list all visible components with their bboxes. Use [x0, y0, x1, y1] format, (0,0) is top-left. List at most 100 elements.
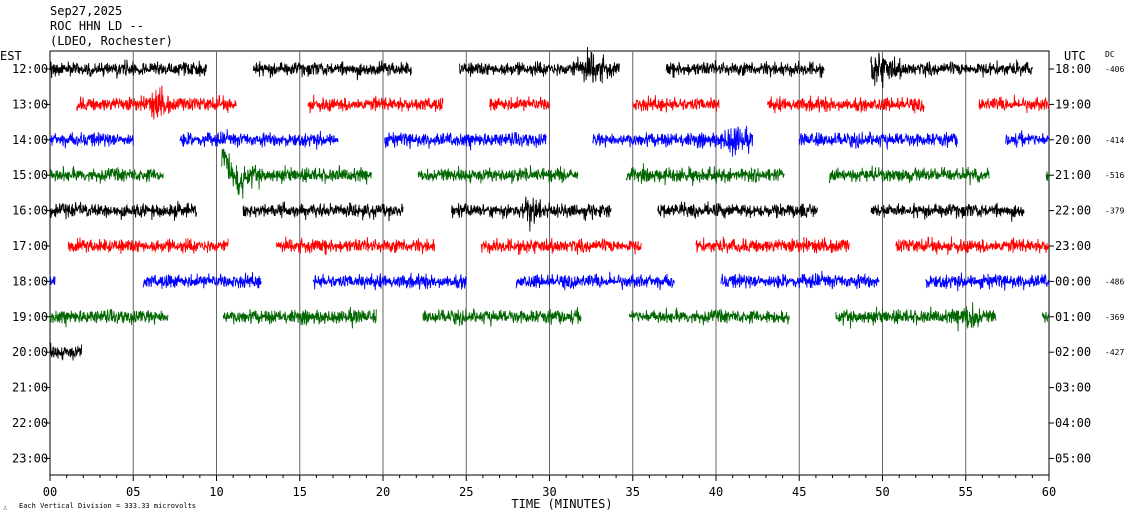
utc-hour-label: 00:00 [1055, 274, 1091, 288]
est-hour-label: 23:00 [12, 451, 48, 465]
est-hour-label: 21:00 [12, 381, 48, 395]
trace-segment [49, 200, 197, 221]
utc-hour-label: 04:00 [1055, 416, 1091, 430]
dc-offset-label: -516 [1105, 171, 1124, 180]
trace-segment [49, 165, 164, 184]
est-hour-label: 18:00 [12, 274, 48, 288]
est-hour-label: 20:00 [12, 345, 48, 359]
chart-date: Sep27,2025 [50, 4, 122, 18]
trace-segment [275, 236, 436, 256]
trace-segment [450, 196, 612, 232]
trace-segment [695, 236, 850, 254]
trace-segment [179, 129, 339, 150]
x-tick-label: 25 [459, 485, 473, 499]
trace-segment [870, 52, 1033, 89]
utc-hour-label: 21:00 [1055, 168, 1091, 182]
est-hour-label: 15:00 [12, 168, 48, 182]
scale-note: Each Vertical Division = 333.33 microvol… [19, 502, 196, 510]
dc-offset-label: -486 [1105, 277, 1124, 286]
x-tick-label: 50 [875, 485, 889, 499]
trace-segment [798, 131, 958, 150]
row-labels: 12:00 18:00 -406 13:00 19:00 14:00 20:00 -414 15… [12, 62, 1124, 465]
x-tick-label: 05 [126, 485, 140, 499]
x-ticks: 00 05 10 15 20 25 30 35 40 45 50 55 60 [43, 475, 1056, 499]
trace-segment [49, 59, 207, 79]
x-tick-label: 15 [293, 485, 307, 499]
trace-segment [49, 342, 83, 361]
dc-offset-label: -406 [1105, 65, 1124, 74]
trace-segment [720, 270, 880, 290]
x-tick-label: 60 [1042, 485, 1056, 499]
trace-segment [222, 306, 377, 329]
utc-hour-label: 19:00 [1055, 97, 1091, 111]
trace-segment [628, 307, 790, 326]
trace-segment [1041, 311, 1050, 323]
utc-hour-label: 03:00 [1055, 381, 1091, 395]
trace-segment [870, 202, 1025, 222]
trace-segment [221, 148, 372, 199]
trace-segment [978, 94, 1050, 114]
logo-glyph: ∴ [3, 504, 7, 512]
est-hour-label: 19:00 [12, 310, 48, 324]
x-tick-label: 55 [959, 485, 973, 499]
trace-segment [49, 309, 169, 328]
utc-hour-label: 20:00 [1055, 133, 1091, 147]
trace-segment [515, 271, 675, 291]
est-hour-label: 22:00 [12, 416, 48, 430]
est-hour-label: 16:00 [12, 204, 48, 218]
trace-segment [665, 60, 825, 79]
trace-segment [142, 272, 262, 289]
trace-segment [1005, 130, 1050, 148]
trace-segment [625, 163, 785, 187]
utc-hour-label: 01:00 [1055, 310, 1091, 324]
dc-offset-label: -427 [1105, 348, 1124, 357]
chart-network: (LDEO, Rochester) [50, 34, 173, 48]
x-tick-label: 10 [209, 485, 223, 499]
dc-offset-label: -414 [1105, 136, 1124, 145]
dc-label: DC [1105, 50, 1115, 59]
trace-segment [925, 272, 1050, 292]
trace-segment [828, 165, 990, 186]
x-tick-label: 30 [542, 485, 556, 499]
left-axis-label: EST [0, 49, 22, 63]
trace-segment [459, 47, 620, 84]
trace-segment [312, 272, 467, 291]
gridlines [132, 51, 967, 475]
trace-segment [657, 201, 819, 219]
trace-segment [417, 165, 579, 184]
trace-segment [895, 236, 1050, 255]
utc-hour-label: 02:00 [1055, 345, 1091, 359]
trace-segment [49, 276, 56, 285]
utc-hour-label: 05:00 [1055, 451, 1091, 465]
trace-segment [242, 201, 404, 222]
trace-segment [422, 307, 582, 327]
est-hour-label: 13:00 [12, 97, 48, 111]
x-axis-label: TIME (MINUTES) [511, 497, 612, 511]
trace-segment [835, 302, 997, 332]
trace-segment [67, 237, 229, 254]
utc-hour-label: 22:00 [1055, 204, 1091, 218]
right-axis-label: UTC [1064, 49, 1086, 63]
trace-segment [49, 131, 134, 149]
x-tick-label: 00 [43, 485, 57, 499]
trace-segment [632, 95, 720, 113]
x-tick-label: 20 [376, 485, 390, 499]
x-tick-label: 40 [709, 485, 723, 499]
trace-segment [252, 60, 412, 81]
trace-segment [592, 125, 754, 157]
utc-hour-label: 23:00 [1055, 239, 1091, 253]
dc-offset-label: -369 [1105, 313, 1124, 322]
utc-hour-label: 18:00 [1055, 62, 1091, 76]
trace-segment [76, 85, 237, 120]
trace-segment [767, 95, 925, 114]
traces [49, 47, 1050, 361]
x-tick-label: 45 [792, 485, 806, 499]
chart-station: ROC HHN LD -- [50, 19, 144, 33]
est-hour-label: 14:00 [12, 133, 48, 147]
trace-segment [489, 96, 550, 112]
x-tick-label: 35 [626, 485, 640, 499]
trace-segment [480, 237, 642, 256]
est-hour-label: 17:00 [12, 239, 48, 253]
dc-offset-label: -379 [1105, 207, 1124, 216]
